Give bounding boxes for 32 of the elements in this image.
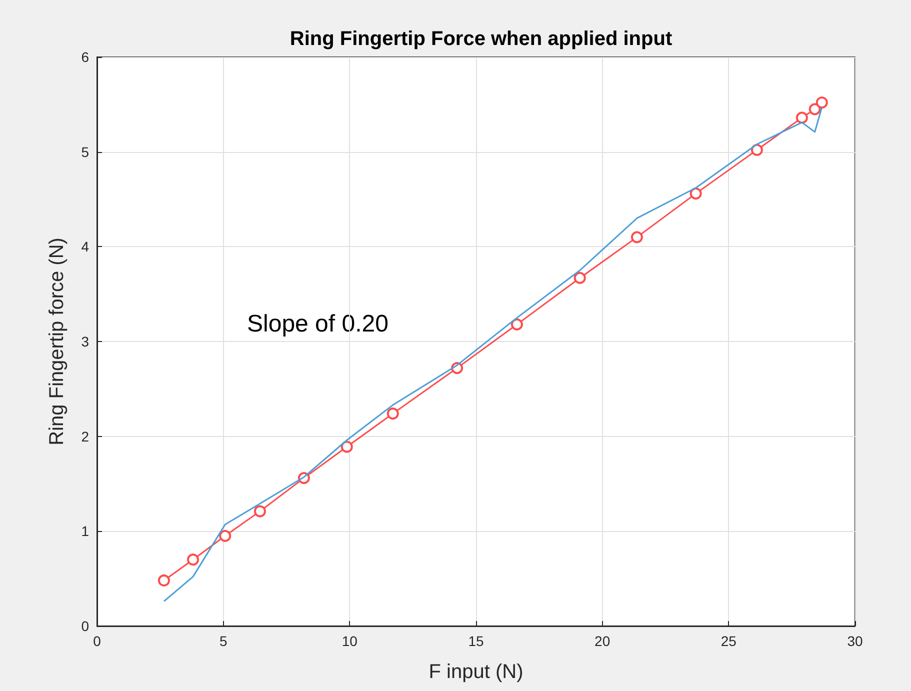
point xyxy=(816,96,828,109)
point xyxy=(796,112,808,124)
point xyxy=(158,574,170,586)
point xyxy=(340,440,353,453)
point xyxy=(254,505,266,518)
x-axis-title: F input (N) xyxy=(428,661,524,683)
x-tick-label: 20 xyxy=(594,633,610,649)
y-tick-label: 5 xyxy=(81,144,90,160)
x-tick-label: 0 xyxy=(93,633,102,649)
y-tick-label: 6 xyxy=(81,49,90,65)
point xyxy=(808,103,821,116)
point xyxy=(750,144,763,156)
x-tick-label: 15 xyxy=(468,633,484,649)
y-tick-label: 0 xyxy=(81,618,90,634)
y-tick-label: 2 xyxy=(81,428,90,444)
x-tick-label: 30 xyxy=(847,633,863,649)
point xyxy=(386,408,399,420)
y-tick-label: 1 xyxy=(81,523,90,540)
y-tick-label: 4 xyxy=(81,238,90,255)
y-axis-title: Ring Fingertip force (N) xyxy=(46,238,68,446)
point xyxy=(630,231,643,244)
point xyxy=(574,272,586,284)
y-tick-label: 3 xyxy=(81,334,90,350)
point xyxy=(510,318,523,330)
point xyxy=(690,188,702,200)
x-tick-label: 25 xyxy=(720,633,737,649)
annotation: Slope of 0.20 xyxy=(247,310,388,338)
point xyxy=(187,554,200,566)
point xyxy=(219,530,232,542)
x-tick-label: 5 xyxy=(219,633,228,649)
x-tick-label: 10 xyxy=(342,633,358,649)
chart-title: Ring Fingertip Force when applied input xyxy=(290,28,672,50)
